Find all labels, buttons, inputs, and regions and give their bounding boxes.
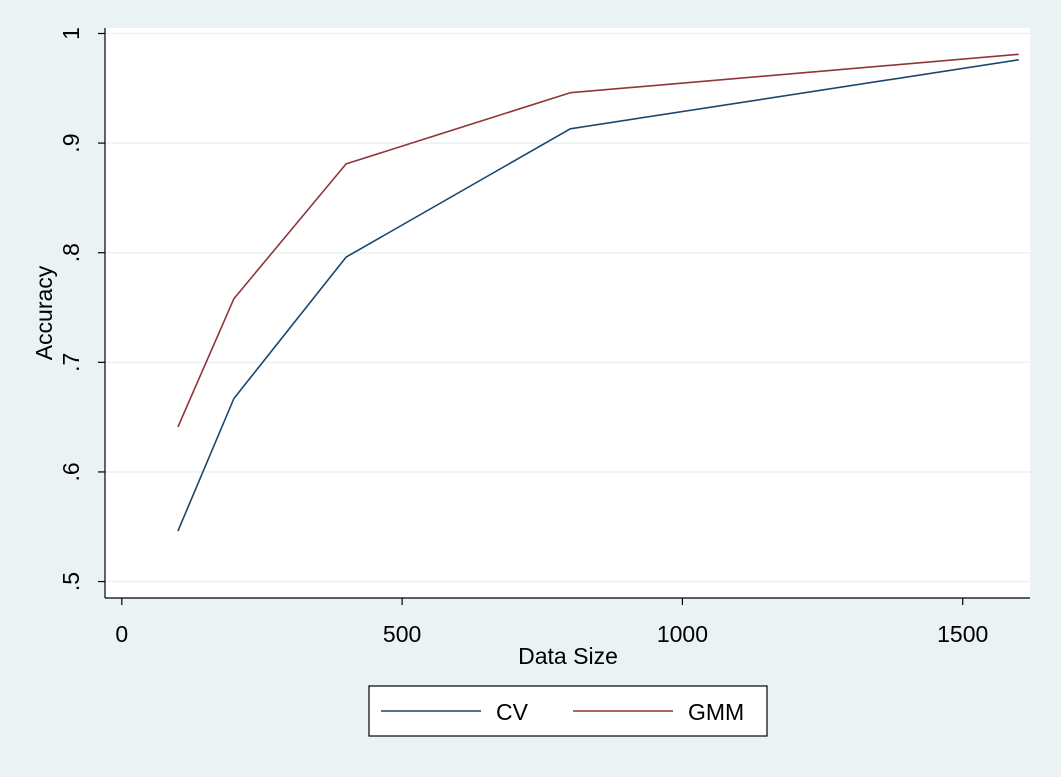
series-line-gmm (177, 53, 1019, 428)
y-tick-label: .7 (58, 353, 84, 372)
x-axis-label: Data Size (518, 643, 618, 669)
x-tick-label: 1500 (937, 621, 988, 647)
series-line-cv (177, 59, 1019, 532)
legend: CV GMM (368, 685, 768, 737)
y-tick-label: 1 (58, 27, 84, 40)
axes (104, 28, 1030, 599)
grid (105, 32, 1030, 583)
y-axis-label: Accuracy (31, 265, 57, 360)
y-tick-label: .6 (58, 462, 84, 481)
x-tick-label: 0 (115, 621, 128, 647)
x-ticks: 0 500 1000 1500 (115, 598, 988, 647)
plot-area (105, 28, 1030, 598)
legend-label-cv: CV (496, 699, 529, 725)
y-tick-label: .5 (58, 572, 84, 591)
y-tick-label: .9 (58, 134, 84, 153)
series-lines (177, 53, 1019, 532)
y-ticks: .5 .6 .7 .8 .9 1 (58, 27, 105, 591)
y-tick-label: .8 (58, 243, 84, 262)
x-tick-label: 500 (383, 621, 421, 647)
legend-label-gmm: GMM (688, 699, 744, 725)
x-tick-label: 1000 (657, 621, 708, 647)
